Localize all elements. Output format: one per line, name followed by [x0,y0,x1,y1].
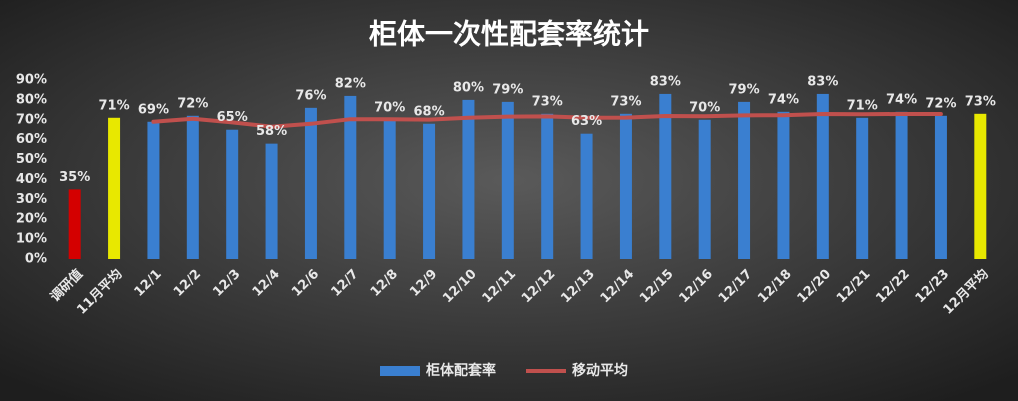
bar [344,95,357,260]
bar [541,113,554,259]
bar [68,189,81,259]
data-label: 65% [217,110,248,125]
data-label: 70% [689,100,720,115]
data-label: 35% [59,170,90,185]
data-label: 72% [925,96,956,111]
legend-label: 移动平均 [572,362,628,379]
bar [777,111,790,259]
bar [462,99,475,259]
data-label: 74% [886,92,917,107]
bar [304,107,317,259]
bar [895,111,908,259]
y-tick-label: 10% [16,232,47,247]
data-label: 73% [610,94,641,109]
data-label: 73% [532,94,563,109]
bar [383,119,396,260]
bar [659,93,672,259]
bar [619,113,632,259]
y-tick-label: 0% [25,252,47,267]
bar [698,119,711,260]
y-tick-label: 60% [16,132,47,147]
y-tick-label: 50% [16,152,47,167]
data-label: 80% [453,80,484,95]
data-label: 68% [414,104,445,119]
data-label: 79% [492,82,523,97]
bar [423,123,436,259]
bar [974,113,987,259]
bar [265,143,278,259]
data-label: 71% [847,98,878,113]
chart-title: 柜体一次性配套率统计 [369,18,649,51]
y-tick-label: 80% [16,92,47,107]
data-label: 73% [965,94,996,109]
data-label: 72% [177,96,208,111]
bar [816,93,829,259]
y-tick-label: 30% [16,192,47,207]
data-label: 79% [729,82,760,97]
bar [108,117,121,260]
bar [501,101,514,259]
bar [580,133,593,259]
bar [226,129,239,259]
data-label: 69% [138,102,169,117]
data-label: 58% [256,124,287,139]
data-label: 74% [768,92,799,107]
data-label: 63% [571,114,602,129]
legend-label: 柜体配套率 [426,362,496,379]
y-tick-label: 70% [16,112,47,127]
y-tick-label: 40% [16,172,47,187]
bar [738,101,751,259]
data-label: 71% [99,98,130,113]
bar [186,115,199,259]
data-label: 83% [807,74,838,89]
line [151,112,943,129]
bar [147,121,160,260]
bar [934,115,947,259]
bar [856,117,869,260]
y-tick-label: 90% [16,73,47,88]
data-label: 76% [295,88,326,103]
data-label: 83% [650,74,681,89]
data-label: 82% [335,76,366,91]
data-label: 70% [374,100,405,115]
y-tick-label: 20% [16,212,47,227]
legend-swatch [380,366,420,376]
